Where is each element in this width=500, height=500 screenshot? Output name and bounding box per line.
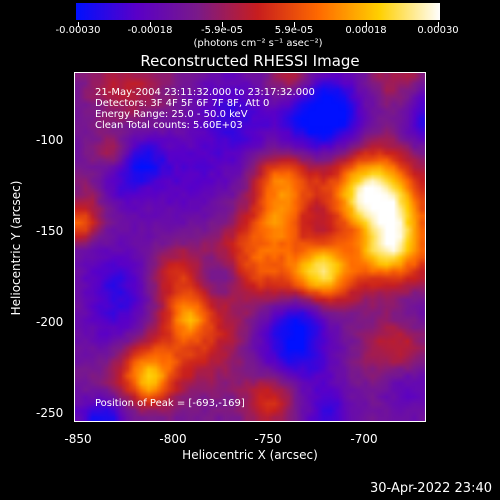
x-tick-label: -750 bbox=[254, 432, 282, 446]
y-axis-label: Heliocentric Y (arcsec) bbox=[9, 180, 23, 316]
colorbar-tick bbox=[222, 22, 223, 27]
x-tick-label: -850 bbox=[64, 432, 92, 446]
colorbar-tick bbox=[78, 22, 79, 27]
x-tick-label: -800 bbox=[159, 432, 187, 446]
y-tick-label: -150 bbox=[36, 224, 64, 238]
annotation-detectors: Detectors: 3F 4F 5F 6F 7F 8F, Att 0 bbox=[95, 98, 270, 109]
annotation-energy-range: Energy Range: 25.0 - 50.0 keV bbox=[95, 109, 248, 120]
colorbar-tick bbox=[438, 22, 439, 27]
colorbar-tick bbox=[150, 22, 151, 27]
colorbar-label: 0.00030 bbox=[417, 25, 459, 36]
colorbar-gradient bbox=[76, 3, 440, 20]
annotation-time-range: 21-May-2004 23:11:32.000 to 23:17:32.000 bbox=[95, 87, 315, 98]
colorbar-tick bbox=[366, 22, 367, 27]
x-tick-label: -700 bbox=[350, 432, 378, 446]
y-tick-label: -200 bbox=[36, 315, 64, 329]
y-tick-label: -250 bbox=[36, 406, 64, 420]
x-axis-label: Heliocentric X (arcsec) bbox=[182, 448, 318, 462]
y-tick-label: -100 bbox=[36, 133, 64, 147]
colorbar-label: -0.00030 bbox=[55, 25, 101, 36]
colorbar-unit: (photons cm⁻² s⁻¹ asec⁻²) bbox=[193, 38, 323, 49]
colorbar bbox=[76, 3, 440, 20]
timestamp: 30-Apr-2022 23:40 bbox=[370, 481, 492, 496]
plot-frame bbox=[74, 72, 426, 422]
colorbar-label: -5.9e-05 bbox=[201, 25, 243, 36]
colorbar-label: -0.00018 bbox=[127, 25, 173, 36]
image-annotations: 21-May-2004 23:11:32.000 to 23:17:32.000… bbox=[75, 73, 425, 421]
colorbar-tick bbox=[294, 22, 295, 27]
rhessi-image bbox=[75, 73, 425, 421]
annotation-clean-counts: Clean Total counts: 5.60E+03 bbox=[95, 120, 243, 131]
peak-position-label: Position of Peak = [-693,-169] bbox=[95, 398, 245, 409]
colorbar-label: 0.00018 bbox=[345, 25, 387, 36]
image-title: Reconstructed RHESSI Image bbox=[140, 52, 360, 70]
colorbar-label: 5.9e-05 bbox=[274, 25, 314, 36]
